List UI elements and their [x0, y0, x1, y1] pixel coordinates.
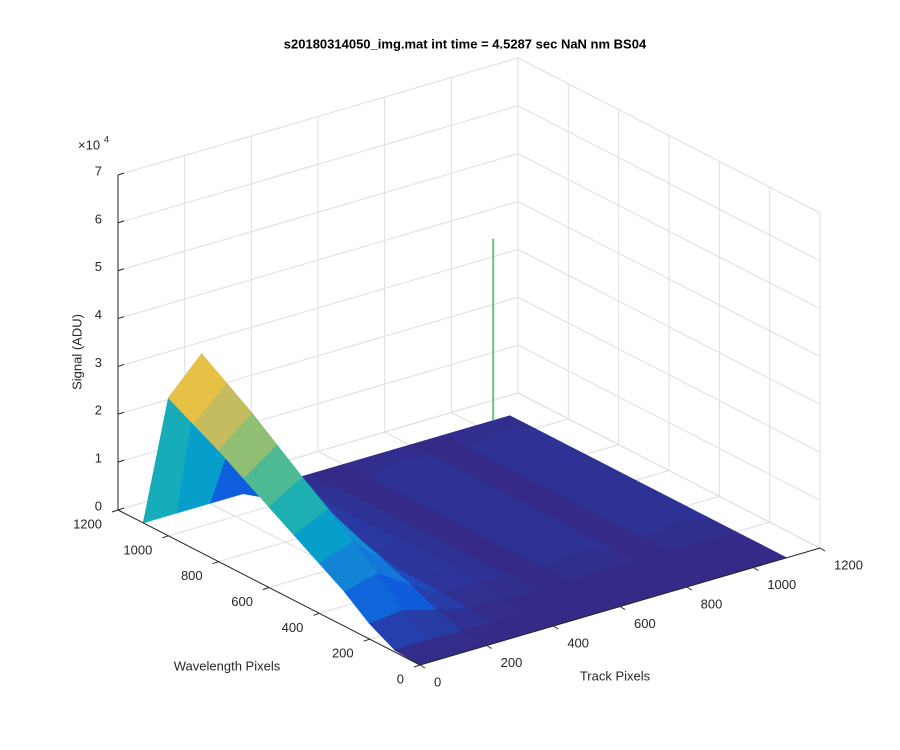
z-tick [117, 459, 125, 463]
y-tick [313, 612, 320, 616]
grid-line [517, 153, 821, 310]
z-tick [117, 316, 125, 320]
grid-line [517, 105, 821, 262]
z-tick [117, 268, 125, 272]
x-tick [486, 645, 492, 649]
x-tick-label: 200 [501, 655, 523, 670]
x-tick-label: 800 [701, 596, 723, 611]
z-multiplier: ×10 [78, 137, 100, 152]
x-tick [553, 625, 559, 630]
x-tick [419, 664, 426, 669]
y-tick-label: 200 [332, 646, 354, 661]
y-tick-label: 0 [397, 671, 404, 686]
x-tick-label: 1200 [834, 557, 863, 572]
y-tick [162, 535, 169, 539]
x-tick [686, 586, 692, 591]
y-tick [262, 587, 270, 590]
z-tick-label: 3 [95, 355, 102, 370]
z-tick [117, 411, 125, 415]
grid-line [517, 344, 821, 501]
grid-line [117, 57, 519, 176]
x-tick [753, 567, 759, 571]
y-axis-label: Wavelength Pixels [174, 658, 281, 673]
y-tick [212, 561, 219, 565]
x-tick-label: 600 [634, 616, 656, 631]
z-tick-label: 2 [95, 403, 102, 418]
y-tick-label: 1200 [73, 516, 102, 531]
y-tick-label: 400 [282, 620, 304, 635]
grid-line [517, 57, 821, 214]
x-tick-label: 400 [567, 635, 589, 650]
x-tick-label: 1000 [767, 577, 796, 592]
grid-line [117, 105, 519, 224]
z-axis-label: Signal (ADU) [69, 314, 84, 390]
z-tick [117, 172, 125, 176]
z-tick [117, 363, 125, 367]
z-tick-label: 0 [95, 498, 102, 513]
grid-line [517, 296, 821, 453]
z-tick-label: 4 [95, 307, 102, 322]
x-tick-label: 0 [434, 674, 441, 689]
x-tick [619, 606, 626, 610]
y-tick [413, 664, 421, 668]
y-tick [111, 509, 119, 513]
y-tick [363, 638, 370, 642]
grid-line [117, 153, 519, 272]
z-tick-label: 7 [95, 163, 102, 178]
z-tick-label: 6 [95, 211, 102, 226]
chart-title: s20180314050_img.mat int time = 4.5287 s… [284, 36, 647, 51]
grid-line [517, 248, 821, 405]
z-multiplier-exponent: 4 [104, 134, 109, 144]
axes: 0200400600800100012000200400600800100012… [73, 163, 863, 689]
y-tick-label: 1000 [123, 542, 152, 557]
grid-line [517, 392, 821, 549]
x-tick [819, 547, 826, 552]
z-tick [117, 220, 125, 224]
z-tick-label: 5 [95, 259, 102, 274]
surface [142, 238, 788, 666]
z-tick-label: 1 [95, 451, 102, 466]
x-axis-label: Track Pixels [580, 668, 651, 683]
grid-line [117, 248, 519, 367]
grid-line [117, 201, 519, 320]
y-tick-label: 600 [231, 594, 253, 609]
z-tick [117, 507, 125, 511]
grid-line [517, 201, 821, 358]
y-tick-label: 800 [181, 568, 203, 583]
